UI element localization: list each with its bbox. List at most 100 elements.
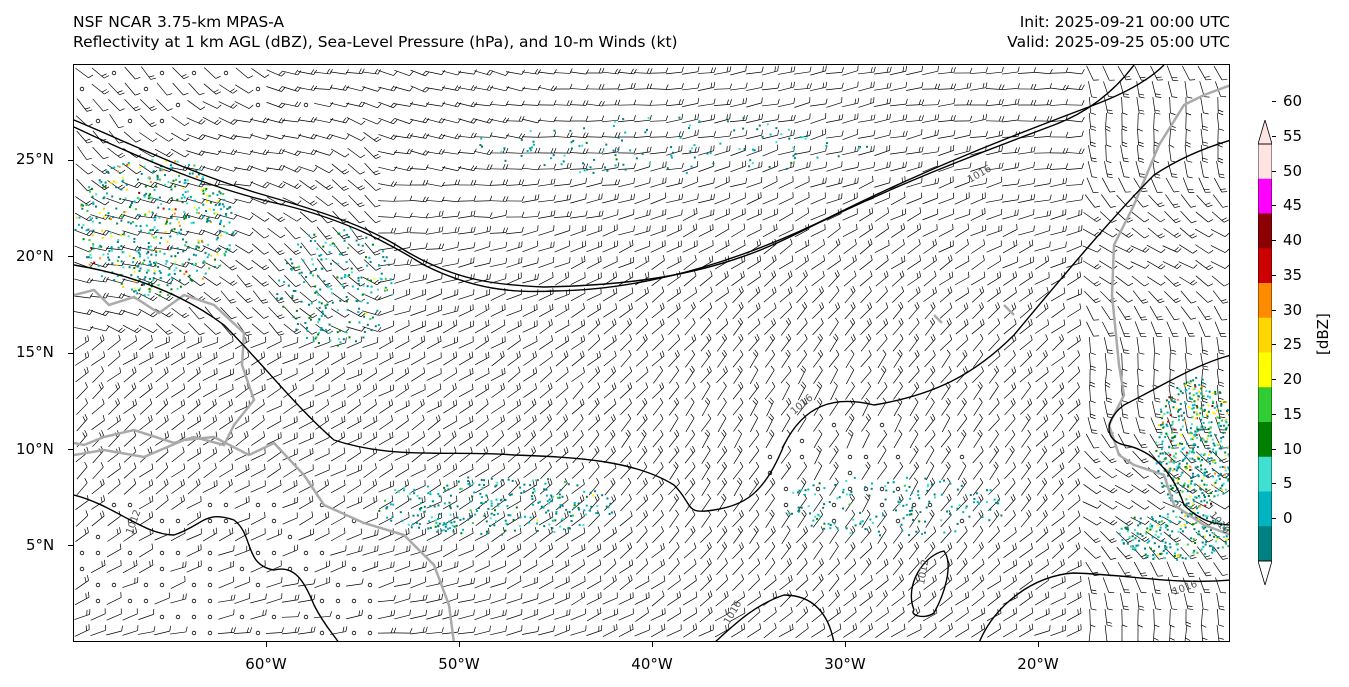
reflectivity-pixel [1210, 492, 1213, 495]
wind-barb [266, 577, 283, 588]
wind-barb [842, 177, 859, 188]
reflectivity-pixel [176, 247, 179, 250]
reflectivity-pixel [140, 284, 143, 286]
wind-barb [812, 318, 824, 336]
wind-barb [924, 541, 936, 560]
reflectivity-pixel [104, 181, 107, 184]
wind-barb [395, 479, 409, 494]
wind-barb [362, 352, 378, 365]
calm-wind-marker [847, 470, 853, 476]
wind-barb [1083, 484, 1102, 495]
reflectivity-pixel [1195, 405, 1198, 408]
wind-barb [635, 382, 649, 399]
wind-barb [569, 115, 589, 122]
reflectivity-pixel [99, 257, 102, 260]
reflectivity-pixel [205, 194, 208, 197]
reflectivity-pixel [348, 274, 351, 277]
wind-barb [442, 85, 462, 91]
wind-barb [378, 101, 398, 109]
wind-barb [538, 608, 554, 621]
wind-barb [876, 461, 888, 480]
reflectivity-pixel [430, 516, 433, 519]
reflectivity-pixel [133, 237, 136, 240]
reflectivity-pixel [295, 328, 298, 331]
wind-barb [1198, 417, 1211, 433]
wind-barb [554, 609, 571, 620]
wind-barb [1136, 593, 1145, 611]
wind-barb [908, 350, 920, 368]
wind-barb [955, 223, 970, 238]
wind-barb [140, 115, 157, 128]
reflectivity-pixel [933, 493, 936, 496]
wind-barb [811, 623, 826, 638]
wind-barb [347, 243, 365, 255]
wind-barb [1066, 624, 1082, 637]
reflectivity-pixel [122, 266, 125, 269]
reflectivity-pixel [733, 129, 736, 132]
reflectivity-pixel [1194, 430, 1197, 433]
reflectivity-pixel [343, 275, 346, 278]
reflectivity-pixel [1166, 433, 1169, 436]
wind-barb [699, 286, 713, 303]
wind-barb [780, 558, 792, 576]
wind-barb [698, 98, 716, 107]
wind-barb [697, 131, 716, 138]
wind-barb [682, 176, 698, 189]
wind-barb [1197, 65, 1212, 81]
wind-barb [458, 609, 475, 620]
reflectivity-pixel [133, 200, 136, 203]
reflectivity-pixel [1193, 528, 1196, 531]
reflectivity-pixel [154, 216, 157, 219]
reflectivity-pixel [1176, 443, 1179, 446]
wind-barb [908, 541, 920, 560]
reflectivity-pixel [450, 521, 453, 524]
reflectivity-pixel [522, 490, 525, 493]
wind-barb [348, 194, 365, 208]
wind-barb [890, 146, 908, 155]
reflectivity-pixel [1160, 520, 1163, 523]
reflectivity-pixel [444, 525, 447, 528]
wind-barb [813, 429, 823, 449]
reflectivity-pixel [1218, 417, 1221, 419]
reflectivity-pixel [136, 292, 139, 295]
reflectivity-pixel [976, 501, 979, 503]
reflectivity-pixel [1181, 392, 1184, 395]
reflectivity-pixel [1184, 389, 1187, 392]
reflectivity-pixel [793, 157, 796, 160]
reflectivity-pixel [387, 263, 390, 266]
wind-barb [684, 382, 696, 400]
wind-barb [378, 609, 396, 619]
wind-barb [188, 322, 205, 336]
wind-barb [668, 445, 680, 464]
reflectivity-pixel [818, 482, 821, 485]
reflectivity-pixel [323, 280, 326, 283]
wind-barb [1180, 450, 1197, 464]
wind-barb [892, 333, 904, 352]
wind-barb [298, 432, 314, 445]
wind-barb [314, 576, 331, 589]
wind-barb [813, 413, 823, 432]
wind-barb [362, 276, 382, 286]
reflectivity-pixel [1177, 477, 1180, 480]
wind-barb [218, 101, 238, 109]
wind-barb [650, 575, 666, 590]
wind-barb [251, 275, 269, 287]
wind-barb [187, 415, 202, 430]
wind-barb [1150, 321, 1163, 337]
wind-barb [1017, 83, 1037, 90]
wind-barb [347, 447, 362, 462]
wind-barb [587, 351, 601, 366]
reflectivity-pixel [1139, 517, 1142, 520]
wind-barb [555, 430, 569, 447]
reflectivity-pixel [174, 185, 177, 188]
wind-barb [923, 590, 937, 607]
wind-barb [410, 117, 430, 124]
wind-barb [282, 368, 298, 381]
reflectivity-pixel [153, 269, 156, 272]
reflectivity-pixel [1221, 445, 1224, 448]
wind-barb [700, 558, 712, 576]
wind-barb [123, 163, 142, 175]
reflectivity-pixel [909, 509, 911, 512]
wind-barb [635, 366, 649, 383]
reflectivity-pixel [690, 165, 693, 168]
